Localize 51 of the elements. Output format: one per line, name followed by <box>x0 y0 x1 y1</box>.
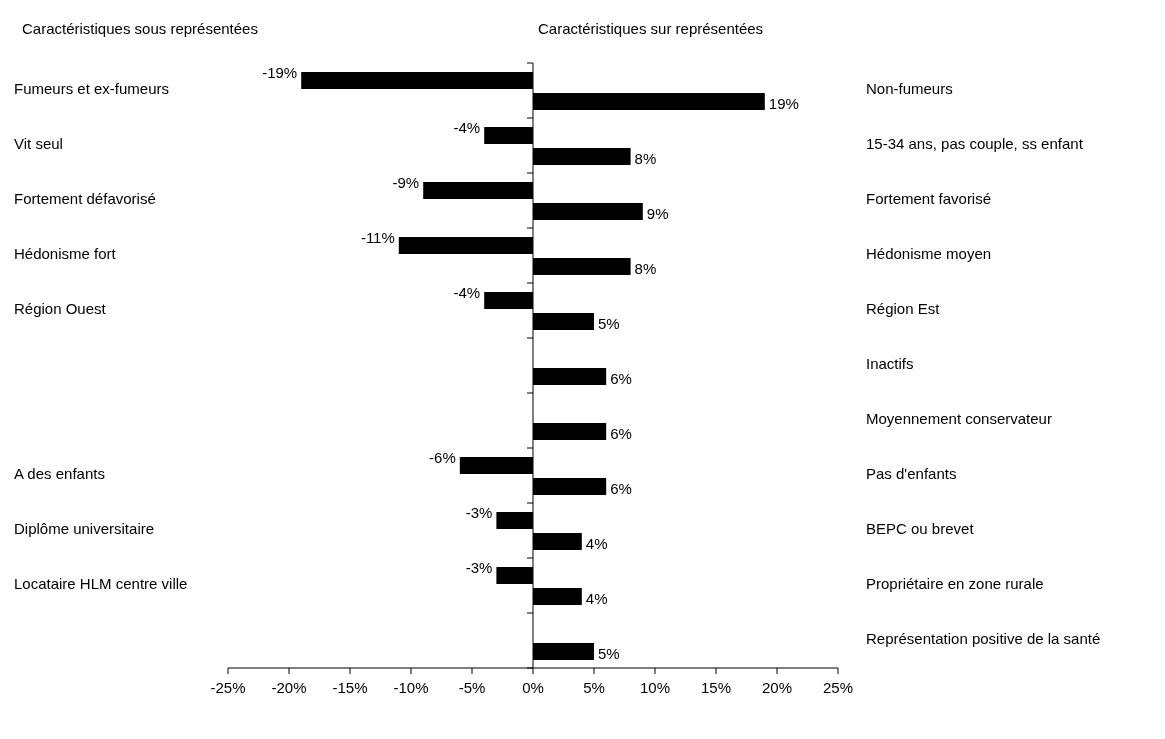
y-tick-label: Hédonisme moyen <box>866 245 992 263</box>
data-label: -6% <box>429 449 456 467</box>
y2-tick-label: Vit seul <box>14 135 63 153</box>
y2-tick-label: Région Ouest <box>14 300 107 318</box>
data-label: 6% <box>610 480 632 498</box>
data-label: -9% <box>392 174 420 192</box>
x-tick-label: 20% <box>761 678 793 696</box>
text: Caractéristiques sur représentées <box>538 20 764 37</box>
y-tick-label: Région Est <box>866 300 941 318</box>
data-label: -3% <box>465 559 493 577</box>
text: Caractéristiques sous représentées <box>22 20 258 37</box>
y2-tick-label: Fortement défavorisé <box>14 190 156 208</box>
y2-tick-label: Hédonisme fort <box>14 245 117 263</box>
y-tick-label: Inactifs <box>866 355 914 373</box>
data-label: 4% <box>585 535 608 553</box>
x-tick-label: 0% <box>522 678 544 696</box>
y-tick-label: 15-34 ans, pas couple, ss enfant <box>866 135 1084 153</box>
data-label: 5% <box>598 315 620 333</box>
x-tick-label: -10% <box>393 678 429 696</box>
y2-tick-label: Diplôme universitaire <box>14 520 155 538</box>
y2-tick-label: Fumeurs et ex-fumeurs <box>14 80 170 98</box>
data-label: 19% <box>768 95 799 113</box>
y-tick-label: Propriétaire en zone rurale <box>866 575 1044 593</box>
data-label: 5% <box>598 645 620 663</box>
x-tick-label: -25% <box>210 678 246 696</box>
data-label: 4% <box>585 590 608 608</box>
data-label: -19% <box>262 64 298 82</box>
x-tick-label: -15% <box>332 678 368 696</box>
x-tick-label: -5% <box>458 678 486 696</box>
y-tick-label: Non-fumeurs <box>866 80 953 98</box>
y-tick-label: Représentation positive de la santé <box>866 630 1101 648</box>
data-label: -3% <box>465 504 493 522</box>
x-tick-label: -20% <box>271 678 307 696</box>
y-tick-label: Moyennement conservateur <box>866 410 1052 428</box>
data-label: 8% <box>634 150 657 168</box>
data-label: 6% <box>610 425 632 443</box>
y-tick-label: BEPC ou brevet <box>866 520 975 538</box>
data-label: 6% <box>610 370 632 388</box>
y-tick-label: Pas d'enfants <box>866 465 957 483</box>
data-label: -4% <box>453 284 481 302</box>
data-label: 9% <box>646 205 669 223</box>
y2-tick-label: A des enfants <box>14 465 105 483</box>
data-label: -11% <box>360 229 395 247</box>
x-tick-label: 5% <box>583 678 605 696</box>
x-tick-label: 10% <box>639 678 671 696</box>
x-tick-label: 15% <box>700 678 732 696</box>
data-label: -4% <box>453 119 481 137</box>
data-label: 8% <box>634 260 657 278</box>
y2-tick-label: Locataire HLM centre ville <box>14 575 188 593</box>
y-tick-label: Fortement favorisé <box>866 190 992 208</box>
x-tick-label: 25% <box>822 678 854 696</box>
